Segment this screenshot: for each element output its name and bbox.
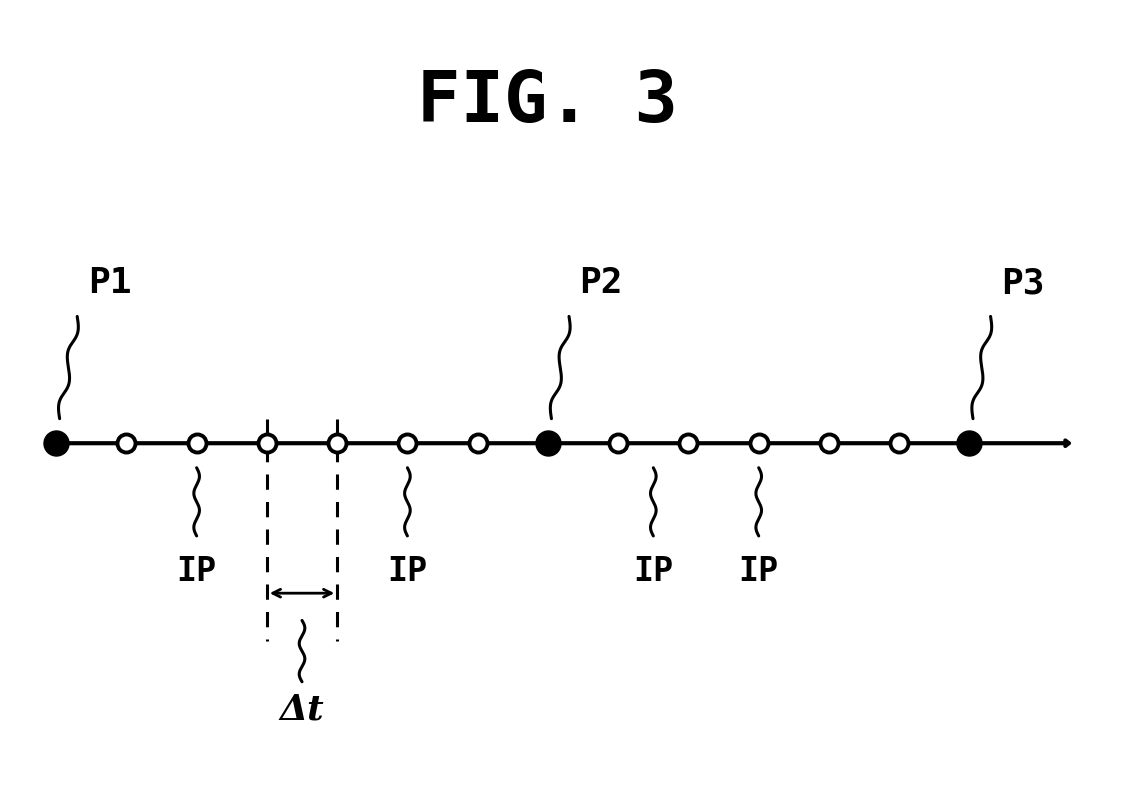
Text: P3: P3	[1001, 266, 1045, 300]
Text: IP: IP	[176, 555, 217, 588]
Text: IP: IP	[739, 555, 779, 588]
Text: P1: P1	[88, 266, 131, 300]
Text: FIG. 3: FIG. 3	[417, 68, 679, 137]
Text: Δt: Δt	[279, 693, 325, 727]
Text: IP: IP	[387, 555, 428, 588]
Text: P2: P2	[579, 266, 623, 300]
Text: IP: IP	[633, 555, 673, 588]
